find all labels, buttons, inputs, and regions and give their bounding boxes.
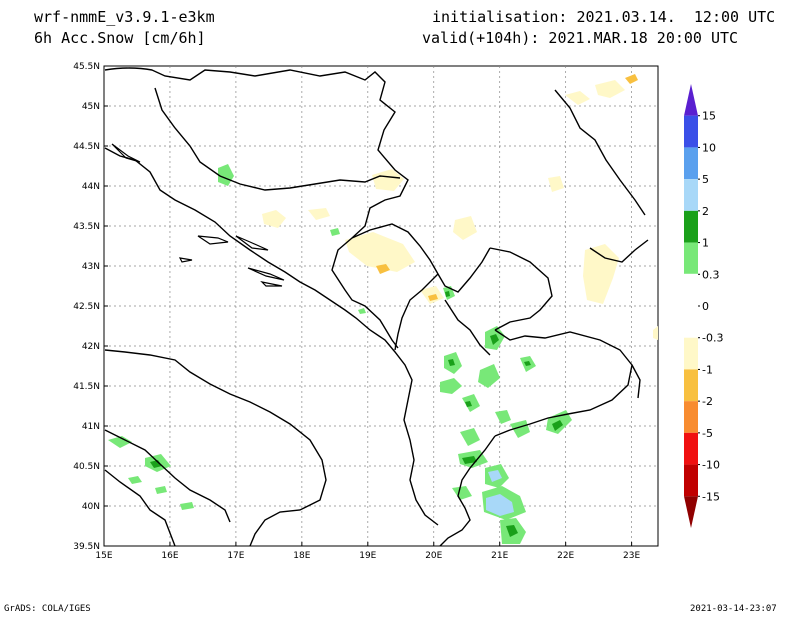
lat-tick-label: 42N	[82, 342, 100, 352]
colorbar-segment	[683, 305, 699, 339]
coastlines-borders	[104, 67, 649, 547]
lat-tick-label: 45.5N	[73, 62, 100, 72]
colorbar-label: -2	[702, 395, 713, 408]
lat-tick-label: 41N	[82, 422, 100, 432]
colorbar-legend: 15 10 5 2 1 0.3 0 -0.3 -1 -2 -5 -10 -15	[683, 84, 723, 528]
colorbar-label: 0	[702, 300, 709, 313]
lat-tick-label: 45N	[82, 102, 100, 112]
snow-patches	[108, 74, 658, 544]
lat-tick-label: 44N	[82, 182, 100, 192]
colorbar-label: 2	[702, 205, 709, 218]
model-title: wrf-nmmE_v3.9.1-e3km	[34, 8, 215, 26]
lon-tick-label: 22E	[557, 551, 574, 561]
colorbar-label: 15	[702, 110, 716, 123]
colorbar-segment	[684, 210, 698, 243]
colorbar-segment	[684, 337, 698, 370]
lat-tick-label: 44.5N	[73, 142, 100, 152]
lon-tick-label: 16E	[161, 551, 178, 561]
lon-tick-label: 23E	[623, 551, 640, 561]
lon-axis-labels: 15E 16E 17E 18E 19E 20E 21E 22E 23E	[95, 542, 641, 561]
colorbar-label: 10	[702, 141, 716, 154]
valid-time: valid(+104h): 2021.MAR.18 20:00 UTC	[422, 29, 739, 47]
lat-tick-label: 43.5N	[73, 222, 100, 232]
lon-tick-label: 21E	[491, 551, 508, 561]
colorbar-segment	[684, 369, 698, 402]
lat-tick-label: 40N	[82, 502, 100, 512]
colorbar-label: 1	[702, 237, 709, 250]
colorbar-segment	[684, 115, 698, 148]
init-time: initialisation: 2021.03.14. 12:00 UTC	[432, 8, 776, 26]
variable-title: 6h Acc.Snow [cm/6h]	[34, 29, 206, 47]
colorbar-segment	[684, 401, 698, 433]
colorbar-label: 5	[702, 173, 709, 186]
colorbar-segment	[684, 147, 698, 180]
footer-right: 2021-03-14-23:07	[690, 604, 777, 614]
lat-tick-label: 42.5N	[73, 302, 100, 312]
lon-tick-label: 19E	[359, 551, 376, 561]
colorbar-label: -10	[702, 459, 720, 472]
lat-tick-label: 43N	[82, 262, 100, 272]
lat-tick-label: 39.5N	[73, 542, 100, 552]
lon-tick-label: 20E	[425, 551, 442, 561]
lat-tick-label: 40.5N	[73, 462, 100, 472]
colorbar-segment	[684, 432, 698, 465]
islands	[111, 143, 285, 287]
colorbar-label: 0.3	[702, 268, 720, 281]
colorbar-label: -0.3	[702, 332, 723, 345]
lon-tick-label: 17E	[227, 551, 244, 561]
colorbar-label: -5	[702, 427, 713, 440]
lon-tick-label: 18E	[293, 551, 310, 561]
lat-tick-label: 41.5N	[73, 382, 100, 392]
colorbar-segment	[684, 464, 698, 497]
footer-left: GrADS: COLA/IGES	[4, 604, 91, 614]
colorbar-label: -15	[702, 490, 720, 503]
colorbar-label: -1	[702, 363, 713, 376]
lat-axis-labels: 45.5N 45N 44.5N 44N 43.5N 43N 42.5N 42N 41.5N 41N…	[73, 62, 108, 552]
colorbar-segment	[684, 242, 698, 275]
colorbar-segment	[684, 179, 698, 211]
lon-tick-label: 15E	[95, 551, 112, 561]
colorbar-segment	[684, 84, 698, 116]
colorbar-segment	[684, 496, 698, 528]
colorbar-segment	[683, 273, 699, 307]
